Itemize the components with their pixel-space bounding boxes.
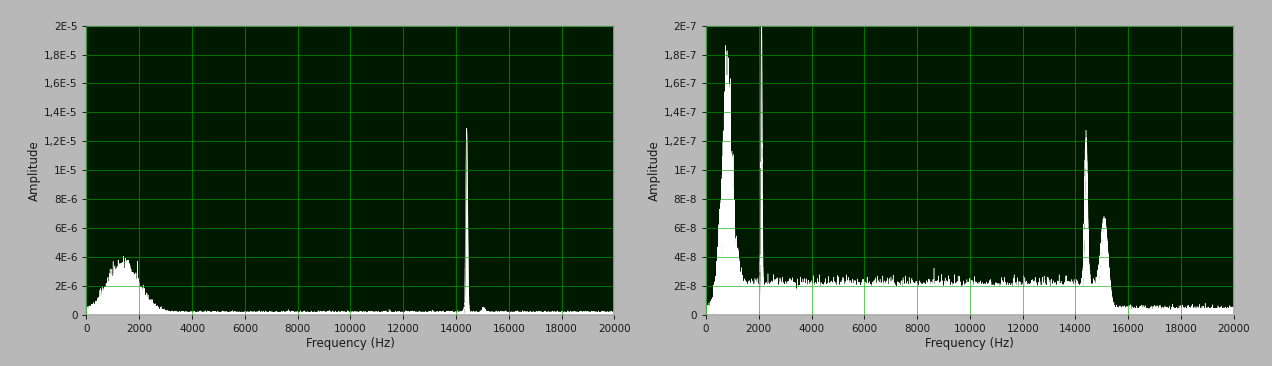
Y-axis label: Amplitude: Amplitude <box>647 140 660 201</box>
X-axis label: Frequency (Hz): Frequency (Hz) <box>307 337 394 350</box>
Y-axis label: Amplitude: Amplitude <box>28 140 41 201</box>
X-axis label: Frequency (Hz): Frequency (Hz) <box>926 337 1014 350</box>
